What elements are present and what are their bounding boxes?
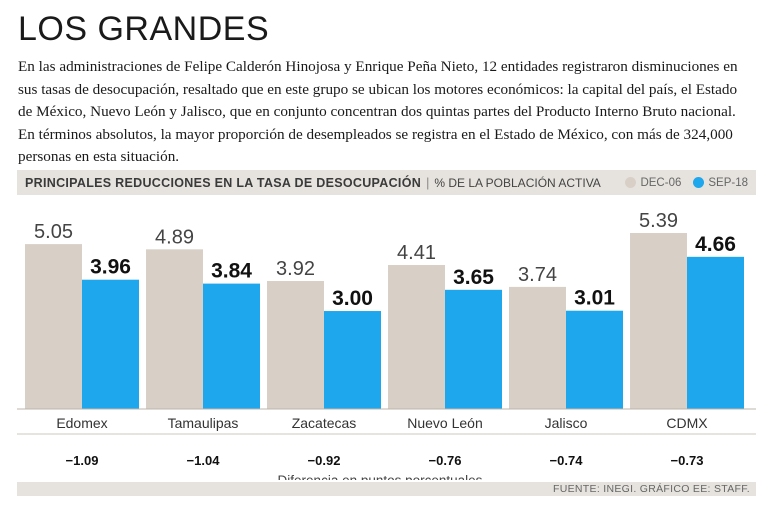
bar-dec06 — [630, 233, 687, 409]
chart-header: PRINCIPALES REDUCCIONES EN LA TASA DE DE… — [17, 170, 756, 195]
data-label-dec06: 4.41 — [397, 242, 436, 264]
category-label: CDMX — [666, 415, 708, 431]
data-label-dec06: 5.39 — [639, 210, 678, 232]
data-label-sep18: 3.00 — [332, 287, 373, 310]
chart-units: % DE LA POBLACIÓN ACTIVA — [434, 175, 601, 190]
category-label: Tamaulipas — [168, 415, 239, 431]
legend-dot-sep18-icon — [693, 177, 705, 188]
data-label-sep18: 3.65 — [453, 266, 494, 289]
source-credit: FUENTE: INEGI. GRÁFICO EE: STAFF. — [553, 483, 750, 495]
data-label-dec06: 4.89 — [155, 226, 194, 248]
difference-value: −0.74 — [550, 453, 584, 468]
data-label-dec06: 5.05 — [34, 221, 73, 243]
intro-paragraph: En las administraciones de Felipe Calder… — [18, 58, 738, 165]
difference-value: −0.92 — [308, 453, 341, 468]
chart-title: PRINCIPALES REDUCCIONES EN LA TASA DE DE… — [25, 175, 422, 190]
bar-sep18 — [82, 279, 139, 409]
data-label-sep18: 3.84 — [211, 260, 252, 283]
header-separator: | — [426, 175, 430, 190]
category-label: Edomex — [56, 415, 107, 431]
bar-dec06 — [25, 244, 82, 409]
difference-value: −0.73 — [671, 453, 704, 468]
legend: DEC-06 SEP-18 — [613, 177, 748, 189]
data-label-dec06: 3.74 — [518, 264, 557, 286]
difference-value: −0.76 — [429, 453, 462, 468]
bar-sep18 — [566, 310, 623, 409]
bar-dec06 — [146, 249, 203, 409]
footer-bar: FUENTE: INEGI. GRÁFICO EE: STAFF. — [17, 482, 756, 496]
category-label: Nuevo León — [407, 415, 483, 431]
category-label: Jalisco — [545, 415, 588, 431]
bar-sep18 — [324, 311, 381, 409]
legend-item-dec06: DEC-06 — [625, 177, 681, 189]
legend-label-dec06: DEC-06 — [640, 176, 682, 189]
bar-dec06 — [267, 281, 324, 409]
bar-dec06 — [388, 265, 445, 409]
legend-dot-dec06-icon — [625, 177, 637, 188]
legend-label-sep18: SEP-18 — [708, 176, 748, 189]
legend-item-sep18: SEP-18 — [693, 177, 748, 189]
difference-value: −1.09 — [66, 453, 99, 468]
bar-sep18 — [445, 289, 502, 409]
data-label-sep18: 3.96 — [90, 256, 131, 279]
difference-value: −1.04 — [187, 453, 221, 468]
headline: LOS GRANDES — [18, 10, 270, 48]
bar-dec06 — [509, 286, 566, 409]
data-label-sep18: 3.01 — [574, 287, 615, 310]
category-label: Zacatecas — [292, 415, 357, 431]
data-label-sep18: 4.66 — [695, 233, 736, 256]
bar-chart: 5.05 3.96 Edomex −1.09 4.89 3.84 Tamaulipas −1.… — [17, 195, 756, 480]
bar-sep18 — [687, 256, 744, 409]
bar-sep18 — [203, 283, 260, 409]
data-label-dec06: 3.92 — [276, 258, 315, 280]
differences-caption: Diferencia en puntos porcentuales — [278, 473, 483, 480]
